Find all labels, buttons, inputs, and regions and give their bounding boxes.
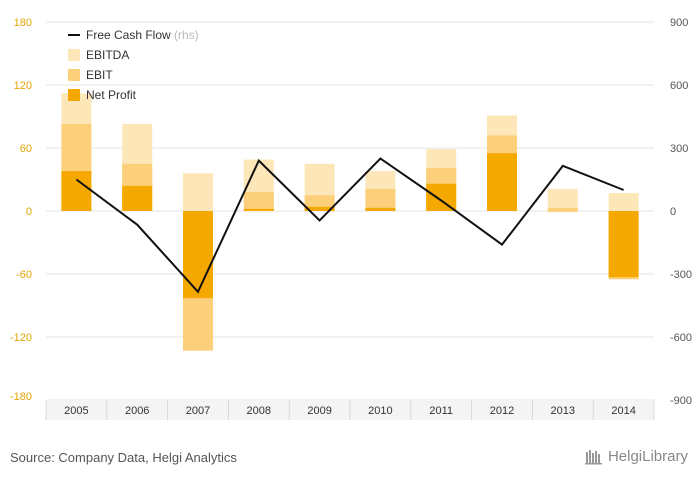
legend-box-swatch	[68, 69, 80, 81]
library-icon	[584, 449, 602, 464]
right-tick-label: 300	[670, 143, 688, 155]
bar-ebit	[365, 188, 396, 211]
category-label: 2007	[186, 405, 210, 417]
legend-label: EBITDA	[86, 48, 129, 62]
legend: Free Cash Flow (rhs) EBITDA EBIT Net Profit	[68, 28, 199, 102]
category-label: 2005	[64, 405, 88, 417]
legend-label-text: Net Profit	[86, 88, 137, 102]
bar-net-profit	[426, 183, 457, 211]
bar-net-profit	[183, 211, 213, 299]
legend-label: EBIT	[86, 68, 113, 82]
left-tick-label: 60	[20, 143, 32, 155]
bar-ebit	[547, 207, 578, 211]
category-label: 2010	[368, 405, 392, 417]
category-label: 2013	[551, 405, 575, 417]
right-tick-label: -600	[670, 332, 692, 344]
legend-box-swatch	[68, 49, 80, 61]
left-tick-label: -180	[10, 391, 32, 403]
left-tick-label: 0	[26, 206, 32, 218]
free-cash-flow-line	[75, 157, 624, 294]
right-y-axis: 900 600 300 0 -300 -600 -900	[670, 17, 692, 407]
left-tick-label: -120	[10, 332, 32, 344]
category-label: 2008	[247, 405, 271, 417]
bar-net-profit	[243, 208, 274, 211]
category-label: 2014	[611, 405, 635, 417]
category-label: 2012	[490, 405, 514, 417]
left-tick-label: 120	[14, 80, 32, 92]
footer: Source: Company Data, Helgi Analytics He…	[0, 438, 700, 483]
legend-label: Net Profit	[86, 88, 137, 102]
bar-net-profit	[608, 211, 639, 278]
left-y-axis: 180 120 60 0 -60 -120 -180	[10, 17, 32, 403]
right-tick-label: -300	[670, 269, 692, 281]
brand-name: HelgiLibrary	[607, 448, 688, 465]
bar-ebitda	[608, 193, 639, 211]
left-tick-label: -60	[16, 269, 32, 281]
right-tick-label: 600	[670, 80, 688, 92]
category-label: 2011	[429, 405, 453, 417]
source-note: Source: Company Data, Helgi Analytics	[10, 450, 237, 465]
bar-ebit	[243, 192, 274, 211]
bar-net-profit	[487, 153, 517, 211]
bar-net-profit	[365, 207, 396, 211]
category-label: 2009	[307, 405, 331, 417]
category-label: 2006	[125, 405, 149, 417]
legend-label-text: EBITDA	[86, 48, 129, 62]
bar-net-profit	[304, 206, 335, 211]
bar-net-profit	[61, 171, 92, 211]
bar-ebitda	[547, 188, 578, 211]
legend-label-suffix: (rhs)	[171, 28, 199, 42]
legend-label: Free Cash Flow (rhs)	[86, 28, 199, 42]
bar-net-profit	[547, 211, 578, 212]
legend-box-swatch	[68, 89, 80, 101]
right-tick-label: -900	[670, 395, 692, 407]
fcf-series-line	[75, 157, 624, 294]
bar-net-profit	[122, 185, 153, 211]
bar-ebitda	[183, 173, 213, 211]
x-axis: 2005 2006 2007 2008 2009 2010 2011 2012 2013 2014	[45, 400, 655, 420]
legend-label-text: Free Cash Flow	[86, 28, 171, 42]
right-tick-label: 0	[670, 206, 676, 218]
bars	[61, 93, 639, 351]
brand-logo: HelgiLibrary	[584, 448, 688, 465]
left-tick-label: 180	[14, 17, 32, 29]
legend-label-text: EBIT	[86, 68, 113, 82]
right-tick-label: 900	[670, 17, 688, 29]
